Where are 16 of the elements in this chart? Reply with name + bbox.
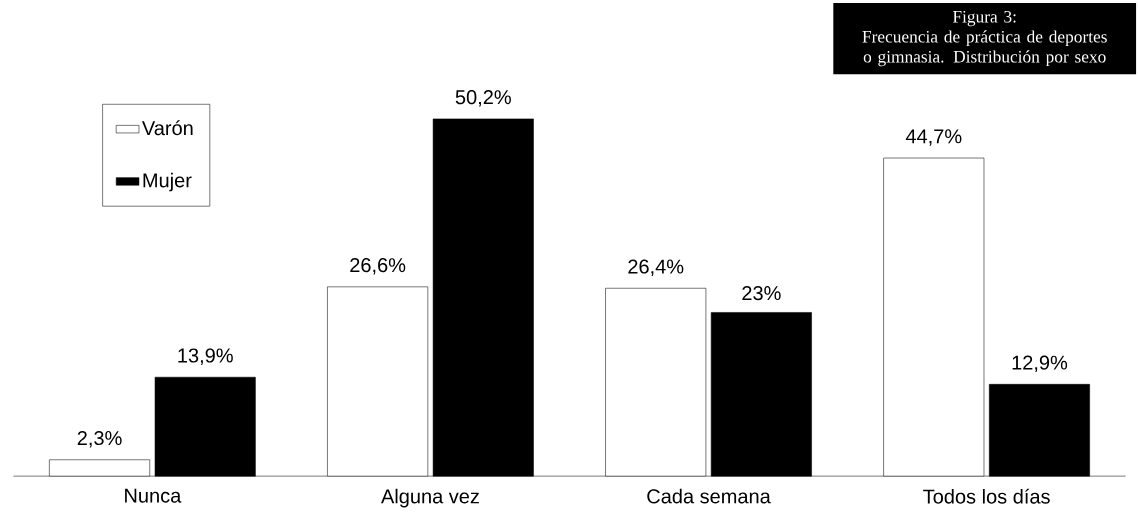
x-tick-label: Nunca <box>125 488 182 503</box>
chart-title: Figura 3: <box>952 10 1016 27</box>
data-label: 13,9% <box>178 348 233 365</box>
data-label: 12,9% <box>1012 355 1068 372</box>
x-tick-label: Cada semana <box>647 488 771 504</box>
x-tick-label: Todos los días <box>923 488 1050 504</box>
legend-label: Varón <box>141 120 193 136</box>
x-tick-label: Alguna vez <box>381 488 479 508</box>
data-label: 44,7% <box>905 129 962 146</box>
data-label: 2,3% <box>77 430 122 448</box>
data-label: 23% <box>742 285 781 301</box>
data-label: 50,2% <box>455 90 511 107</box>
data-label: 26,6% <box>350 257 406 275</box>
legend-label: Mujer <box>143 172 192 192</box>
data-label: 26,4% <box>628 259 684 276</box>
chart-subtitle: Frecuencia de práctica de deportes o gimnasia. Distribución por sexo <box>862 30 1107 67</box>
